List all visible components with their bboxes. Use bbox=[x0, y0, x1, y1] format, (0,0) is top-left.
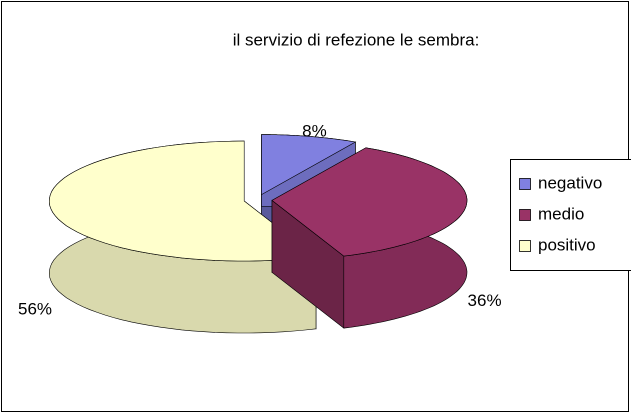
chart-title: il servizio di refezione le sembra: bbox=[233, 30, 480, 49]
legend-swatch bbox=[519, 209, 531, 221]
data-label: 36% bbox=[468, 291, 502, 310]
slice-top bbox=[271, 147, 468, 257]
legend-swatch bbox=[519, 178, 531, 190]
data-label: 56% bbox=[18, 300, 52, 319]
slice-top bbox=[48, 140, 317, 262]
pie-slice bbox=[271, 147, 468, 329]
legend-label: positivo bbox=[538, 235, 596, 254]
legend-label: negativo bbox=[538, 173, 602, 192]
legend-swatch bbox=[519, 240, 531, 252]
legend-label: medio bbox=[538, 204, 584, 223]
slice-top bbox=[261, 134, 357, 196]
data-label: 8% bbox=[302, 122, 327, 141]
